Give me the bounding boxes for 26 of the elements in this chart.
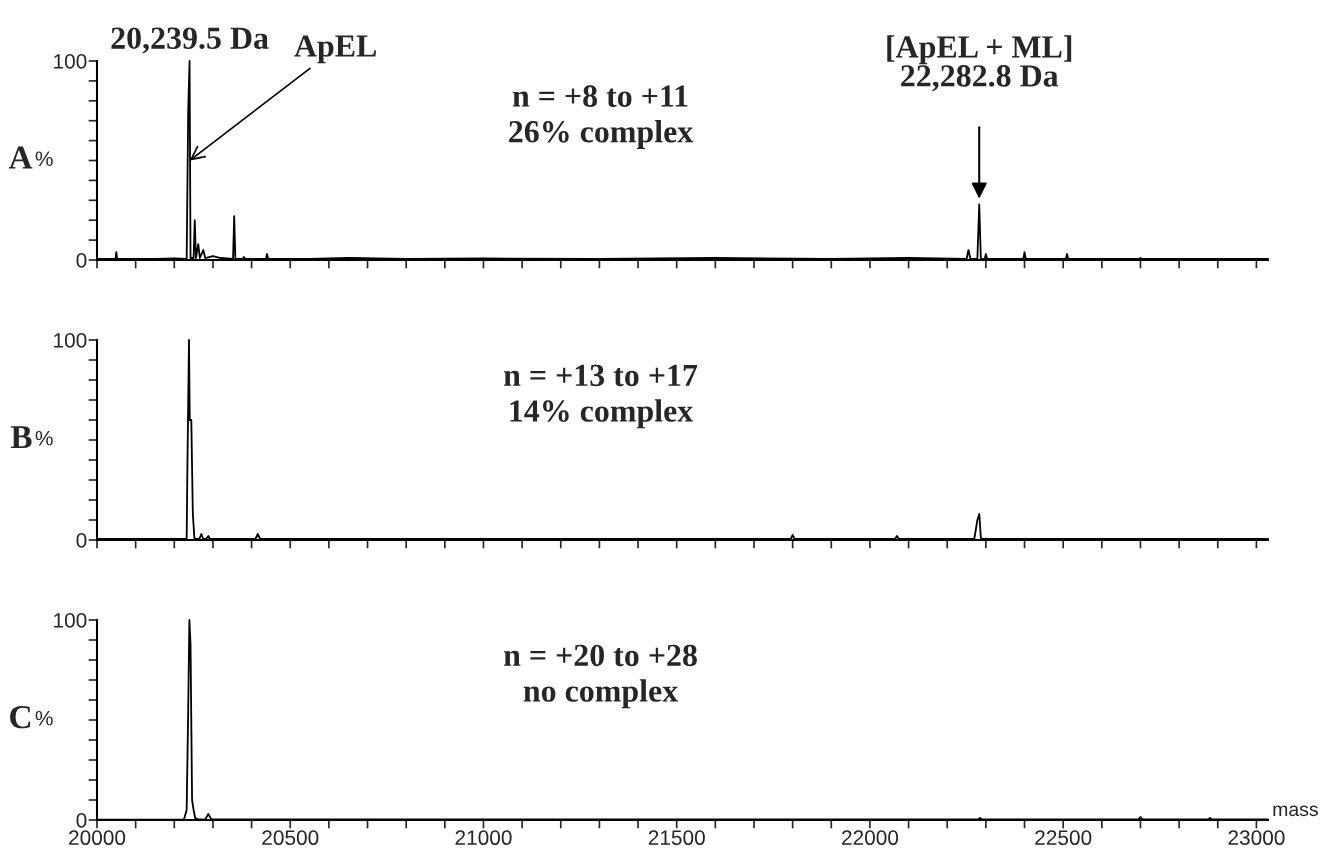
y-tick-label: 0: [76, 253, 87, 268]
x-axis-title: mass: [1273, 805, 1318, 817]
x-tick-label: 21500: [648, 830, 705, 846]
y-tick-label: 100: [54, 54, 87, 69]
y-tick-label: 100: [54, 333, 87, 348]
text: B: [10, 426, 32, 449]
annotation: n = +8 to +11 26% complex: [509, 85, 694, 150]
y-axis-title: %: [35, 151, 53, 167]
annotation: n = +20 to +28 no complex: [503, 644, 697, 709]
text: A: [8, 146, 33, 169]
annotation: n = +13 to +17 14% complex: [503, 364, 698, 429]
x-tick-label: 20500: [262, 830, 319, 846]
annotation: 20,239.5 Da: [111, 27, 269, 54]
y-tick-label: 0: [76, 533, 87, 548]
x-tick-label: 22500: [1035, 830, 1092, 846]
x-tick-label: 22000: [842, 830, 899, 846]
y-tick-label: 100: [54, 613, 87, 628]
annotation: ApEL: [294, 35, 377, 64]
y-axis-title: %: [35, 430, 53, 446]
x-tick-label: 20000: [69, 830, 126, 846]
y-axis-title: %: [35, 710, 53, 726]
x-tick-label: 21000: [455, 830, 512, 846]
y-tick-label: 0: [76, 813, 87, 828]
annotation: [ApEL + ML] 22,282.8 Da: [887, 35, 1072, 92]
x-tick-label: 23000: [1228, 830, 1285, 846]
text: C: [10, 705, 31, 729]
